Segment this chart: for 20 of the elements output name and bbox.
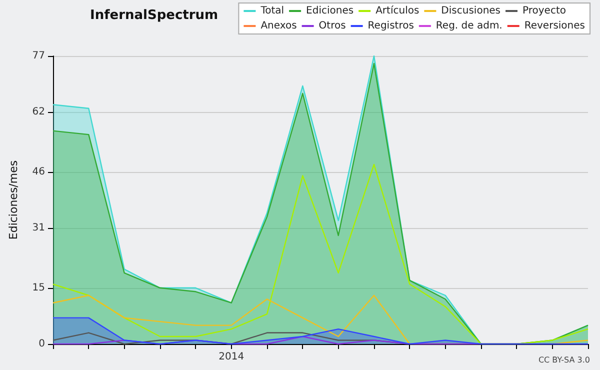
legend-label: Otros [318,20,346,32]
legend-label: Anexos [260,20,297,32]
x-tick-label: 2014 [218,352,244,362]
legend-label: Reg. de adm. [436,20,502,32]
legend-label: Artículos [376,6,420,16]
legend-label: Reversiones [524,20,585,32]
y-tick-label: 15 [32,282,45,294]
y-tick-label: 77 [32,50,45,62]
legend-label: Proyecto [522,6,566,16]
y-tick-label: 46 [32,166,45,178]
legend-label: Ediciones [306,6,354,16]
legend-label: Total [260,6,284,16]
y-tick-label: 31 [32,222,45,234]
chart-title: InfernalSpectrum [90,8,218,23]
legend-label: Discusiones [441,6,501,16]
y-axis-title: Ediciones/mes [7,160,20,240]
y-tick-label: 0 [38,338,45,350]
y-tick-label: 62 [32,106,45,118]
text: CC BY-SA 3.0 [538,356,590,364]
legend-label: Registros [368,20,414,32]
